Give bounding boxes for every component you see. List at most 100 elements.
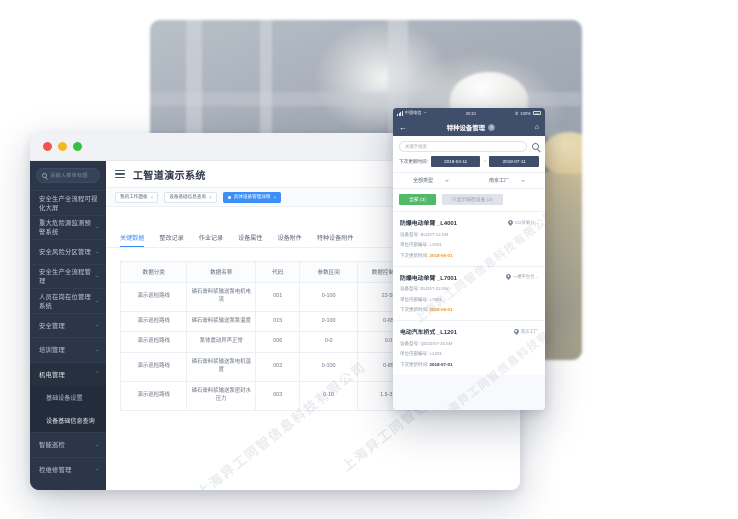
date-from-button[interactable]: 2018-04-11 [430, 156, 481, 167]
maximize-traffic-light-icon[interactable] [73, 142, 82, 151]
device-next-update-row: 下次更新时间: 2018-07-01 [400, 362, 538, 368]
select-factory[interactable]: 南京工厂 [469, 173, 545, 188]
mobile-app-panel: 中国电信 ⌃ 20:21 ⏱ 100% ← 特种设备管理 ? ⌂ 关键字搜索 [393, 108, 545, 410]
close-icon[interactable]: × [209, 194, 212, 200]
chevron-down-icon: ⌄ [93, 224, 100, 231]
select-device-type[interactable]: 全部类型 [393, 173, 469, 188]
cell-name: 磷石膏料浆输送泵电机温度 [186, 352, 257, 382]
sidebar-item-1[interactable]: 重大危险源监测预警系统 ⌄ [30, 214, 106, 240]
sidebar-item-5[interactable]: 安全管理 ⌄ [30, 312, 106, 338]
sidebar-item-4[interactable]: 人员在岗在位管理系统 ⌄ [30, 288, 106, 313]
section-tab-label: 特种设备附件 [316, 235, 354, 242]
home-icon[interactable]: ⌂ [534, 123, 539, 131]
minimize-traffic-light-icon[interactable] [58, 142, 67, 151]
table-row[interactable]: 演示巡检路线 泵体震动异声正常 006 0-0 0.0 [119, 331, 421, 354]
sidebar-item-9[interactable]: 检维修管理 ⌄ [30, 456, 106, 482]
cell-code: 015 [255, 310, 301, 333]
field-label-model: 设备型号: [400, 286, 420, 291]
carrier-label: 中国电信 [404, 110, 422, 115]
date-filter-label: 下次更新时间: [399, 158, 428, 164]
table-row[interactable]: 演示巡检路线 磷石膏料浆输送泵电机电流 001 0-100 22-58 [119, 282, 421, 312]
battery-icon [532, 111, 541, 115]
sidebar-item-label: 重大危险源监测预警系统 [39, 220, 91, 237]
sidebar-subitem-0[interactable]: 基础设备设置 [30, 386, 106, 409]
chevron-down-icon: ⌄ [93, 297, 100, 304]
tab-device-info-query[interactable]: 设备基础信息查询 × [164, 191, 217, 203]
list-item[interactable]: 防爆电动单臂 _L7001 一楼平台合... 设备型号: BLD5T-22.5W… [393, 265, 545, 321]
mobile-statusbar: 中国电信 ⌃ 20:21 ⏱ 100% [393, 108, 545, 118]
chevron-up-icon: ⌃ [93, 371, 100, 378]
location-pin-icon [508, 220, 513, 226]
tab-special-device-attachments[interactable]: 特种设备附件 [317, 233, 354, 246]
back-arrow-icon[interactable]: ← [399, 122, 407, 132]
mobile-search-input[interactable]: 关键字搜索 [399, 141, 527, 152]
tab-rectification-records[interactable]: 整改记录 [159, 233, 183, 246]
hamburger-icon[interactable] [115, 169, 125, 179]
device-location-label: 一楼平台合... [512, 274, 538, 279]
cell-name: 泵体震动异声正常 [186, 331, 257, 354]
table-row[interactable]: 演示巡检路线 磷石膏料浆输送泵泵温度 015 0-100 0-65 [119, 310, 421, 333]
tab-my-workspace[interactable]: 我的工作面板 × [115, 191, 159, 203]
sidebar-item-7[interactable]: 机电管理 ⌃ [30, 361, 106, 386]
device-model-value: QD32/5T-25.5M [420, 340, 453, 346]
search-icon [42, 173, 47, 178]
close-icon[interactable]: × [150, 194, 154, 200]
sidebar-subitem-label: 设备基础信息查询 [46, 418, 95, 425]
key-data-table: 数据分类 数据名称 代码 参数区间 数据控制区间 演示巡检路线 磷石膏料浆输送泵… [119, 261, 421, 411]
cell-range: 0-100 [299, 310, 358, 333]
wifi-icon: ⌃ [423, 110, 428, 116]
sidebar-item-0[interactable]: 安全生产全流程可视化大屏 [30, 190, 106, 215]
table-row[interactable]: 演示巡检路线 磷石膏料浆输送泵密封水压力 003 0-10 1.5-3.5 [119, 380, 421, 411]
table-row[interactable]: 演示巡检路线 磷石膏料浆输送泵电机温度 002 0-100 0-85 [119, 352, 421, 382]
cell-name: 磷石膏料浆输送泵密封水压力 [186, 380, 257, 411]
sidebar-item-8[interactable]: 智能巡检 ⌄ [30, 432, 106, 457]
tab-device-attachments[interactable]: 设备附件 [278, 233, 302, 246]
date-separator: ~ [483, 158, 487, 165]
cell-range: 0-100 [299, 352, 358, 382]
sidebar-item-3[interactable]: 安全生产全流程管理 ⌄ [30, 263, 106, 289]
question-mark-icon[interactable]: ? [488, 123, 496, 131]
tab-device-detail[interactable]: 具体设备管理详情 × [222, 191, 282, 203]
sidebar-item-label: 安全生产全流程可视化大屏 [39, 195, 98, 212]
col-header-range: 参数区间 [299, 261, 358, 283]
menu-search-input[interactable]: 请输入菜单标题 [36, 168, 100, 183]
tab-device-attributes[interactable]: 设备属性 [238, 233, 262, 246]
chip-inspection-only[interactable]: 只显示临检设备 (2) [441, 194, 503, 205]
close-traffic-light-icon[interactable] [43, 142, 52, 151]
device-next-update-value: 2018-07-01 [429, 361, 453, 367]
chip-all[interactable]: 全部 (3) [399, 194, 436, 205]
mobile-search-placeholder: 关键字搜索 [405, 143, 427, 149]
list-item[interactable]: 电动汽车桥式 _L1201 南京工厂 设备型号: QD32/5T-25.5M 单… [393, 320, 545, 375]
field-label-internal-no: 单位内部编号: [400, 242, 429, 247]
search-icon[interactable] [532, 143, 539, 150]
battery-percent-label: 100% [520, 110, 531, 116]
sidebar-item-2[interactable]: 安全风险分区管理 ⌄ [30, 239, 106, 264]
tab-key-data[interactable]: 关键数据 [120, 233, 145, 248]
tab-operation-records[interactable]: 作业记录 [199, 233, 223, 246]
tab-label: 设备基础信息查询 [169, 194, 207, 199]
device-name: 防爆电动单臂 _L4001 [400, 221, 457, 227]
date-to-button[interactable]: 2018-07-11 [489, 156, 540, 167]
device-internal-no-value: L4001 [429, 242, 443, 247]
device-next-update-row: 下次更新时间: 2018-06-01 [400, 307, 538, 313]
list-item[interactable]: 防爆电动单臂 _L4001 CO厌氧分... 设备型号: BLD5T-14.5M… [393, 211, 545, 266]
mobile-header: ← 特种设备管理 ? ⌂ [393, 118, 545, 136]
select-label: 南京工厂 [488, 178, 509, 184]
sidebar-item-6[interactable]: 培训管理 ⌄ [30, 337, 106, 362]
section-tab-label: 作业记录 [198, 235, 224, 242]
cell-range: 0-100 [299, 282, 358, 312]
date-filter-row: 下次更新时间: 2018-04-11 ~ 2018-07-11 [393, 156, 545, 172]
chevron-down-icon: ⌄ [93, 273, 100, 280]
device-location-label: CO厌氧分... [515, 219, 538, 225]
sidebar-subitem-label: 基础设备设置 [46, 395, 83, 402]
close-icon[interactable]: × [273, 194, 277, 200]
mobile-search-row: 关键字搜索 [393, 136, 545, 156]
device-internal-no-row: 单位内部编号: L1201 [400, 351, 538, 357]
sidebar-subitem-1[interactable]: 设备基础信息查询 [30, 409, 106, 432]
mobile-device-list: 防爆电动单臂 _L4001 CO厌氧分... 设备型号: BLD5T-14.5M… [393, 211, 545, 375]
field-label-internal-no: 单位内部编号: [400, 351, 429, 356]
device-internal-no-value: L7501 [429, 296, 443, 302]
field-label-internal-no: 单位内部编号: [400, 296, 429, 302]
location-pin-icon [506, 274, 511, 280]
